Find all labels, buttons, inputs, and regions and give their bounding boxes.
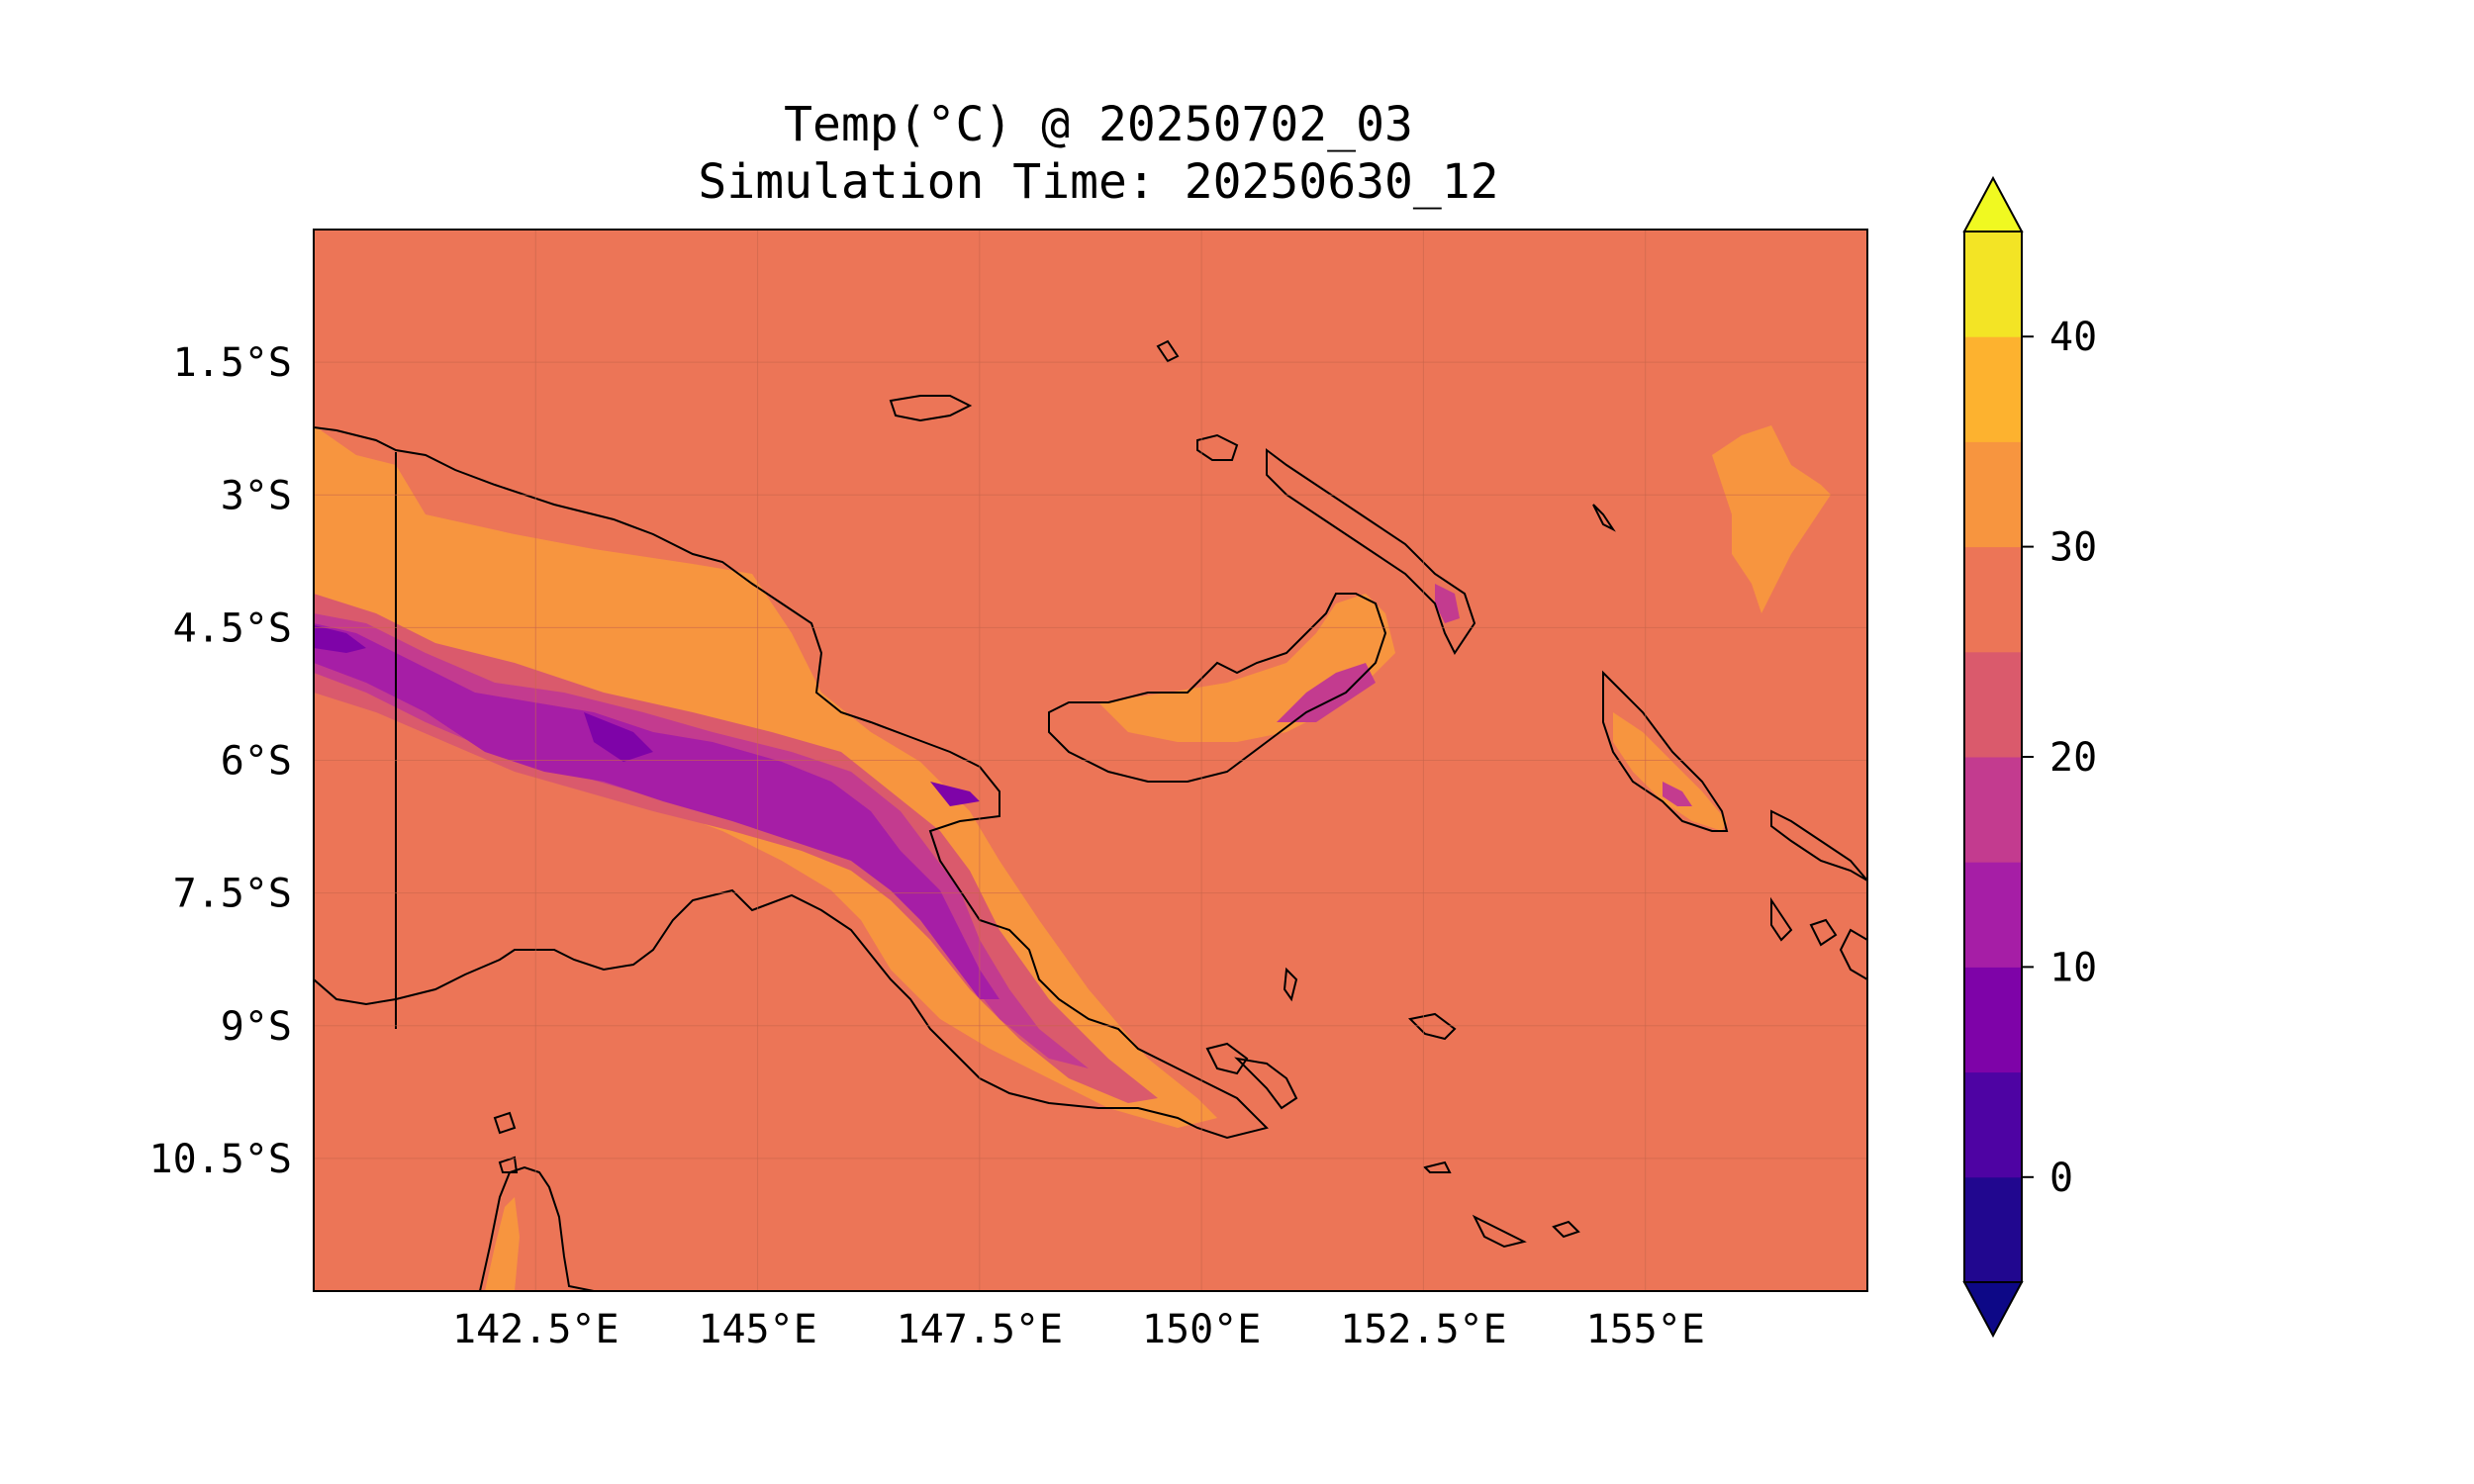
lon-tick-label: 142.5°E xyxy=(452,1307,619,1352)
colorbar-level xyxy=(1964,232,2022,337)
map-panel xyxy=(314,230,1867,1291)
colorbar-level xyxy=(1964,546,2022,653)
new-hanover-coastline xyxy=(1196,433,1239,461)
map-frame xyxy=(313,229,1868,1292)
new-ireland-cool-band xyxy=(1435,584,1460,623)
new-ireland-coastline xyxy=(1266,448,1476,655)
colorbar-tick-label: 40 xyxy=(2049,315,2097,360)
lon-tick-label: 152.5°E xyxy=(1340,1307,1507,1352)
colorbar-level xyxy=(1964,862,2022,968)
title-line-1: Temp(°C) @ 20250702_03 xyxy=(784,97,1413,152)
pacific-warm-patch xyxy=(1712,425,1831,613)
colorbar-tick-label: 30 xyxy=(2049,525,2097,571)
colorbar-level xyxy=(1964,441,2022,548)
colorbar-tick-label: 20 xyxy=(2049,735,2097,781)
lat-tick-label: 7.5°S xyxy=(173,872,292,917)
colorbar: 0 10 20 30 40 xyxy=(1962,175,2097,1339)
new-guinea-peak-band xyxy=(314,623,999,999)
colorbar-over-triangle xyxy=(1962,175,2024,232)
lon-tick-label: 150°E xyxy=(1142,1307,1261,1352)
gridlines xyxy=(314,230,1867,1291)
new-guinea-coastline xyxy=(314,426,1269,1140)
solomon-coastline xyxy=(1770,809,1867,981)
colorbar-level xyxy=(1964,1176,2022,1283)
longitude-tick-labels: 142.5°E 145°E 147.5°E 150°E 152.5°E 155°E xyxy=(452,1307,1705,1352)
colorbar-level xyxy=(1964,651,2022,758)
lat-tick-label: 6°S xyxy=(221,739,292,785)
bougainville-coastline xyxy=(1602,670,1729,832)
bougainville-cool-band xyxy=(1663,782,1692,806)
lat-tick-label: 4.5°S xyxy=(173,605,292,651)
colorbar-under-triangle xyxy=(1962,1281,2024,1339)
lat-tick-label: 9°S xyxy=(221,1004,292,1050)
cape-york-coastline xyxy=(479,1165,595,1291)
new-britain-cool-band xyxy=(1277,663,1376,722)
bougainville-warm-band xyxy=(1613,712,1727,831)
coastlines xyxy=(314,339,1867,1291)
cape-york-warm-band xyxy=(485,1197,520,1291)
colorbar-level xyxy=(1964,1071,2022,1178)
manus-coastline xyxy=(889,395,973,422)
colorbar-level xyxy=(1964,336,2022,442)
latitude-tick-labels: 1.5°S 3°S 4.5°S 6°S 7.5°S 9°S 10.5°S xyxy=(149,340,293,1182)
lon-tick-label: 145°E xyxy=(698,1307,816,1352)
lat-tick-label: 10.5°S xyxy=(149,1137,293,1182)
new-britain-coastline xyxy=(1048,593,1387,783)
lon-tick-label: 147.5°E xyxy=(897,1307,1064,1352)
lat-tick-label: 1.5°S xyxy=(173,340,292,386)
title-line-2: Simulation Time: 20250630_12 xyxy=(698,154,1499,210)
colorbar-tick-label: 10 xyxy=(2049,945,2097,990)
colorbar-level xyxy=(1964,967,2022,1073)
torres-islands-coastline xyxy=(493,1111,519,1173)
lon-tick-label: 155°E xyxy=(1586,1307,1705,1352)
small-islands-coastline xyxy=(1156,339,1616,1249)
lat-tick-label: 3°S xyxy=(221,473,292,518)
colorbar-level xyxy=(1964,757,2022,863)
colorbar-tick-label: 0 xyxy=(2049,1156,2073,1201)
